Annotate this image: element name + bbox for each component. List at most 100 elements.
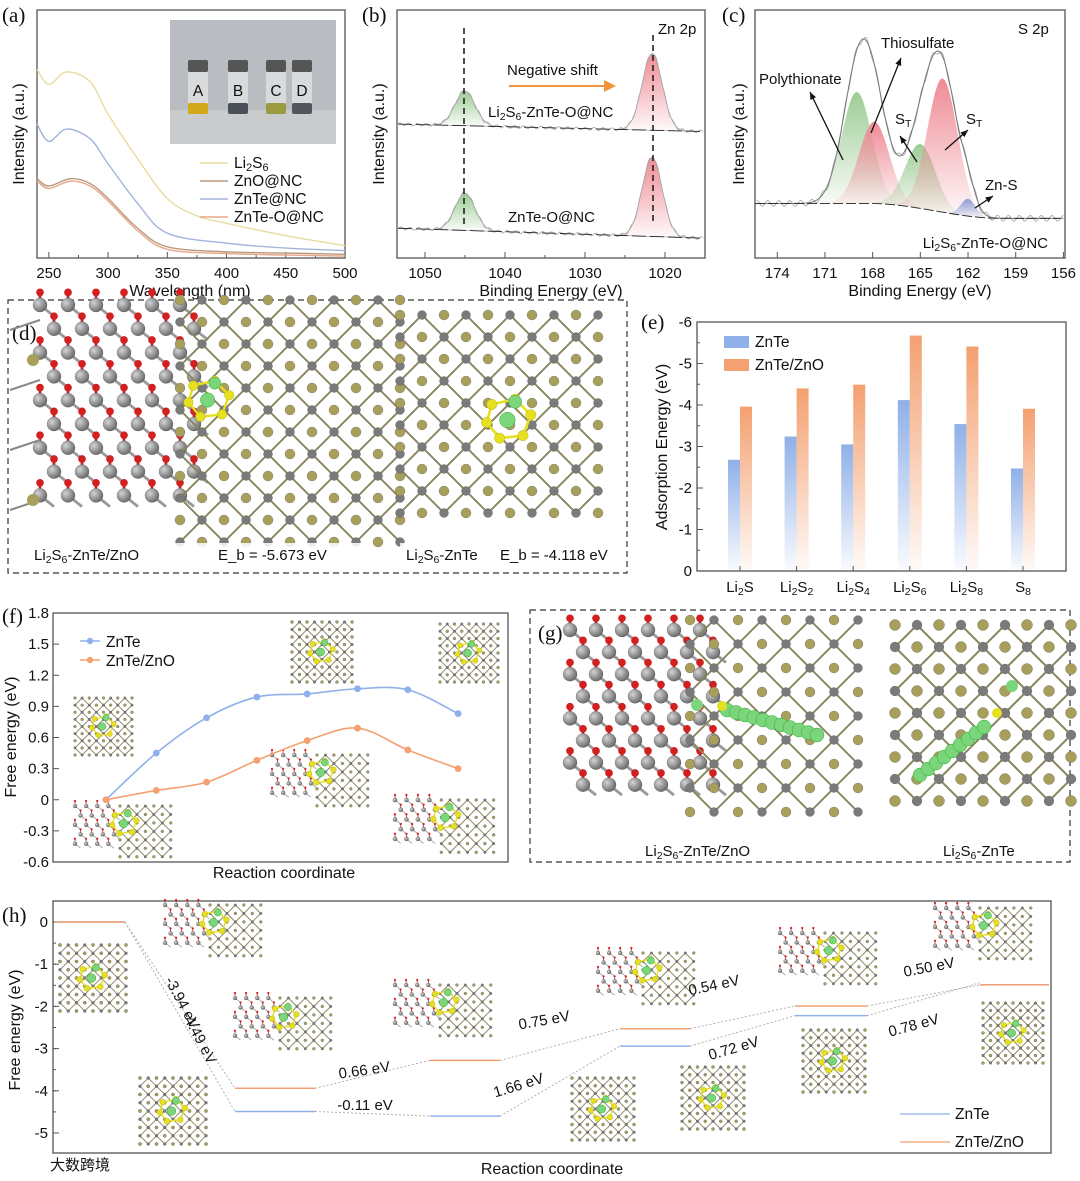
- te-atom: [305, 620, 309, 624]
- te-atom: [335, 635, 339, 639]
- te-atom: [73, 724, 77, 729]
- caption-backdrop: [28, 543, 368, 567]
- bond: [833, 787, 859, 813]
- o-atom: [270, 748, 274, 752]
- spectrum-Li2S6: [36, 69, 346, 247]
- zn-atom: [135, 829, 139, 833]
- y-tick-label: -5: [35, 1125, 48, 1142]
- te-atom: [756, 638, 768, 650]
- zn-atom: [196, 1109, 200, 1113]
- o-atom: [670, 614, 678, 623]
- bond: [119, 848, 129, 858]
- te-atom: [570, 1138, 574, 1142]
- envelope-fit: [756, 38, 1064, 219]
- zn-atom: [492, 807, 496, 811]
- te-atom: [123, 703, 127, 707]
- y-tick-label: 1.8: [28, 605, 49, 622]
- zn-atom: [658, 976, 662, 980]
- bond: [209, 947, 219, 957]
- te-atom: [372, 316, 384, 328]
- bond: [305, 1040, 315, 1050]
- te-atom: [1043, 773, 1055, 785]
- bond: [305, 1014, 315, 1024]
- text-part: Li: [234, 155, 246, 172]
- zn-atom: [455, 992, 459, 995]
- te-atom: [692, 985, 696, 989]
- te-atom: [708, 782, 720, 794]
- te-atom: [262, 514, 274, 526]
- atom-shine: [159, 417, 173, 431]
- te-atom: [438, 441, 450, 453]
- s-atom: [476, 647, 483, 654]
- bond: [465, 446, 489, 470]
- bond: [443, 424, 467, 448]
- te-atom: [174, 338, 186, 350]
- bond: [243, 938, 253, 948]
- zn-atom: [593, 1107, 597, 1111]
- bond: [689, 643, 715, 669]
- atom-shine: [667, 755, 681, 770]
- o-atom: [233, 1029, 237, 1032]
- bond: [509, 358, 533, 382]
- atom-shine: [415, 797, 420, 803]
- text-part: Intensity (a.u.): [731, 83, 748, 184]
- bond: [938, 668, 962, 692]
- bond: [245, 519, 269, 543]
- bond: [689, 1120, 698, 1130]
- o-atom: [197, 917, 200, 920]
- zn-atom: [616, 1084, 621, 1088]
- te-atom: [115, 967, 120, 972]
- zn-atom: [482, 629, 485, 633]
- s-atom: [111, 811, 119, 818]
- bond: [197, 1085, 207, 1095]
- te-atom: [225, 954, 229, 958]
- bond: [81, 733, 90, 742]
- o-atom: [190, 312, 198, 321]
- li2s6-molecule: [306, 758, 337, 786]
- li-atom: [119, 818, 129, 829]
- bond: [321, 621, 330, 630]
- o-atom: [399, 803, 402, 806]
- zn-atom: [585, 1115, 590, 1119]
- bond: [96, 719, 104, 727]
- bond: [333, 343, 357, 367]
- te-atom: [852, 782, 864, 794]
- bond: [172, 1085, 182, 1095]
- atom-shine: [292, 790, 297, 795]
- atom-shine: [95, 804, 100, 808]
- x-tick-label: 162: [956, 265, 981, 282]
- zn-atom: [439, 420, 449, 430]
- s-atom: [453, 996, 460, 1003]
- zn-atom: [395, 332, 405, 342]
- te-atom: [162, 1084, 167, 1089]
- atom-shine: [95, 841, 100, 846]
- zn-atom: [570, 1130, 574, 1134]
- te-atom: [452, 665, 457, 670]
- te-atom: [332, 804, 336, 808]
- text-part: (a): [2, 3, 25, 27]
- vial-label-C: C: [270, 83, 281, 100]
- bond: [74, 711, 83, 720]
- te-atom: [135, 855, 139, 859]
- zn-atom: [241, 383, 251, 393]
- data-point-ZnTe-ZnO-0: [102, 796, 110, 804]
- te-atom: [658, 1002, 662, 1006]
- te-atom: [489, 644, 493, 648]
- bond: [110, 747, 119, 756]
- atom-shine: [75, 369, 89, 384]
- atom-shine: [303, 790, 308, 795]
- te-atom: [315, 753, 319, 757]
- zn-atom: [91, 951, 95, 955]
- zn-atom: [853, 807, 863, 817]
- te-atom: [452, 622, 457, 626]
- te-atom: [320, 1038, 324, 1042]
- bond: [245, 497, 269, 521]
- bond: [201, 519, 225, 543]
- bond: [894, 778, 918, 802]
- data-point-ZnTe-1: [152, 749, 160, 757]
- te-atom: [101, 739, 106, 743]
- te-atom: [240, 404, 252, 416]
- o-atom: [191, 908, 194, 911]
- te-atom: [99, 1000, 104, 1005]
- te-atom: [342, 642, 347, 647]
